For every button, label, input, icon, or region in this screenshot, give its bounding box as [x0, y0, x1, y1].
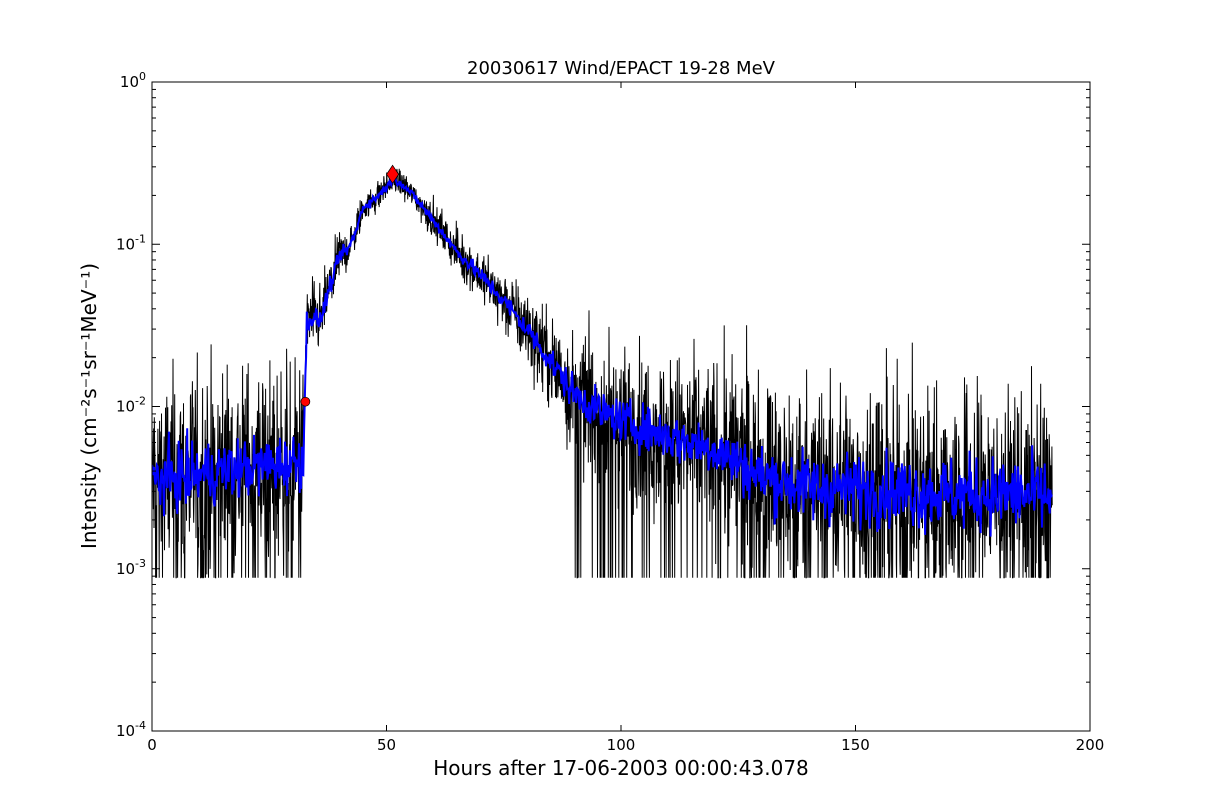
y-axis-label: Intensity (cm⁻²s⁻¹sr⁻¹MeV⁻¹) — [77, 263, 101, 549]
y-tick-label: 10-2 — [116, 395, 146, 416]
x-tick-label: 150 — [841, 736, 870, 754]
y-tick-label: 10-3 — [116, 557, 146, 578]
y-tick-label: 10-4 — [116, 719, 146, 740]
x-tick-label: 200 — [1076, 736, 1105, 754]
x-tick-label: 50 — [377, 736, 396, 754]
onset-marker — [300, 396, 311, 407]
y-tick-label: 100 — [120, 70, 146, 91]
smoothed-intensity-series — [152, 174, 1053, 537]
peak-marker — [386, 164, 400, 184]
y-tick-label: 10-1 — [116, 232, 146, 253]
x-tick-label: 100 — [607, 736, 636, 754]
x-tick-label: 0 — [147, 736, 157, 754]
chart-title: 20030617 Wind/EPACT 19-28 MeV — [467, 58, 776, 79]
data-layer — [152, 166, 1053, 579]
raw-intensity-series — [152, 166, 1053, 579]
x-axis-label: Hours after 17-06-2003 00:00:43.078 — [433, 756, 809, 780]
tick-layer: 0 50 100 150 200 10-4 10-3 10-2 10-1 100 — [116, 70, 1104, 754]
marker-layer — [300, 164, 400, 407]
